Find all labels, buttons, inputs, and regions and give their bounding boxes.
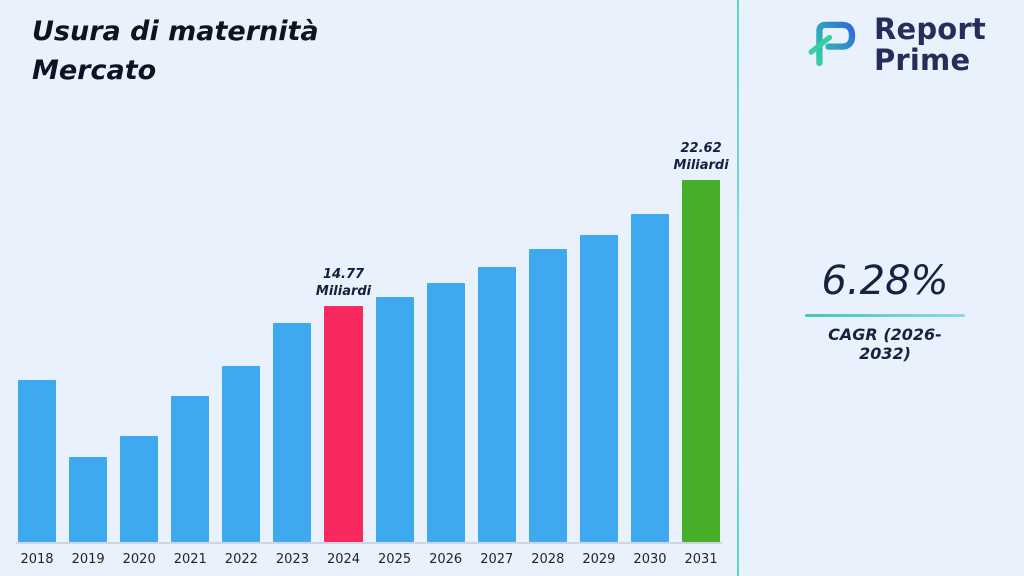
brand-logo-line1: Report — [873, 12, 986, 46]
cagr-underline — [805, 314, 965, 317]
x-tick-label-2030: 2030 — [633, 552, 667, 567]
report-prime-logo-icon — [804, 14, 862, 76]
bar-column-2019 — [69, 457, 108, 542]
x-tick-label-2023: 2023 — [275, 552, 309, 567]
brand-logo-line2: Prime — [873, 43, 971, 78]
bar-2025 — [375, 297, 414, 542]
bar-column-2025 — [375, 297, 414, 542]
bar-chart-plot-area: 14.77 Miliardi 22.62 Miliardi — [16, 97, 729, 542]
bar-2031 — [682, 180, 721, 542]
bar-column-2021 — [171, 396, 210, 542]
x-tick-label-2028: 2028 — [531, 552, 565, 567]
bar-2023 — [273, 323, 312, 542]
x-tick-label-2029: 2029 — [582, 552, 616, 567]
brand-logo-text: Report Prime — [873, 12, 986, 78]
cagr-label: CAGR (2026-2032) — [828, 325, 942, 363]
bar-column-2018 — [18, 380, 57, 542]
x-tick-label-2031: 2031 — [684, 552, 718, 567]
cagr-value: 6.28% — [821, 258, 949, 304]
x-tick-label-2026: 2026 — [429, 552, 463, 567]
bar-column-2028 — [528, 249, 567, 542]
bar-column-2031: 22.62 Miliardi — [673, 140, 729, 542]
x-tick-label-2020: 2020 — [122, 552, 156, 567]
x-tick-label-2018: 2018 — [20, 552, 54, 567]
bar-value-label-2031: 22.62 Miliardi — [673, 140, 729, 174]
bar-2022 — [222, 366, 261, 542]
bar-column-2029 — [579, 235, 618, 542]
x-axis: 2018 2019 2020 2021 2022 2023 2024 2025 2026 2027… — [16, 542, 722, 567]
bar-2024 — [324, 306, 363, 542]
x-tick-label-2027: 2027 — [480, 552, 514, 567]
page-title: Usura di maternità Mercato — [32, 12, 319, 90]
bar-column-2030 — [630, 214, 670, 542]
bar-2019 — [69, 457, 108, 542]
x-tick-label-2021: 2021 — [173, 552, 207, 567]
bar-column-2024: 14.77 Miliardi — [316, 266, 371, 542]
bar-column-2020 — [120, 436, 159, 542]
page-title-line1: Usura di maternità — [32, 16, 319, 47]
bar-value-label-2024: 14.77 Miliardi — [315, 266, 372, 300]
bar-2020 — [120, 436, 159, 542]
bar-column-2026 — [426, 283, 465, 542]
bar-2028 — [528, 249, 567, 542]
bar-column-2023 — [273, 323, 312, 542]
bar-2027 — [477, 267, 516, 542]
bar-2018 — [18, 380, 57, 542]
cagr-block: 6.28% CAGR (2026-2032) — [805, 258, 965, 363]
bar-column-2027 — [477, 267, 516, 542]
bar-chart: 14.77 Miliardi 22.62 Miliardi 2018 2019 202… — [16, 97, 729, 567]
bar-2030 — [630, 214, 670, 542]
bar-2021 — [171, 396, 210, 542]
brand-logo: Report Prime — [804, 12, 986, 78]
vertical-divider — [737, 0, 739, 576]
bar-2029 — [579, 235, 618, 542]
bar-2026 — [426, 283, 465, 542]
x-tick-label-2022: 2022 — [224, 552, 258, 567]
bar-column-2022 — [222, 366, 261, 542]
x-tick-label-2024: 2024 — [326, 552, 361, 567]
x-tick-label-2019: 2019 — [71, 552, 105, 567]
x-tick-label-2025: 2025 — [378, 552, 412, 567]
page-title-line2: Mercato — [32, 55, 157, 87]
